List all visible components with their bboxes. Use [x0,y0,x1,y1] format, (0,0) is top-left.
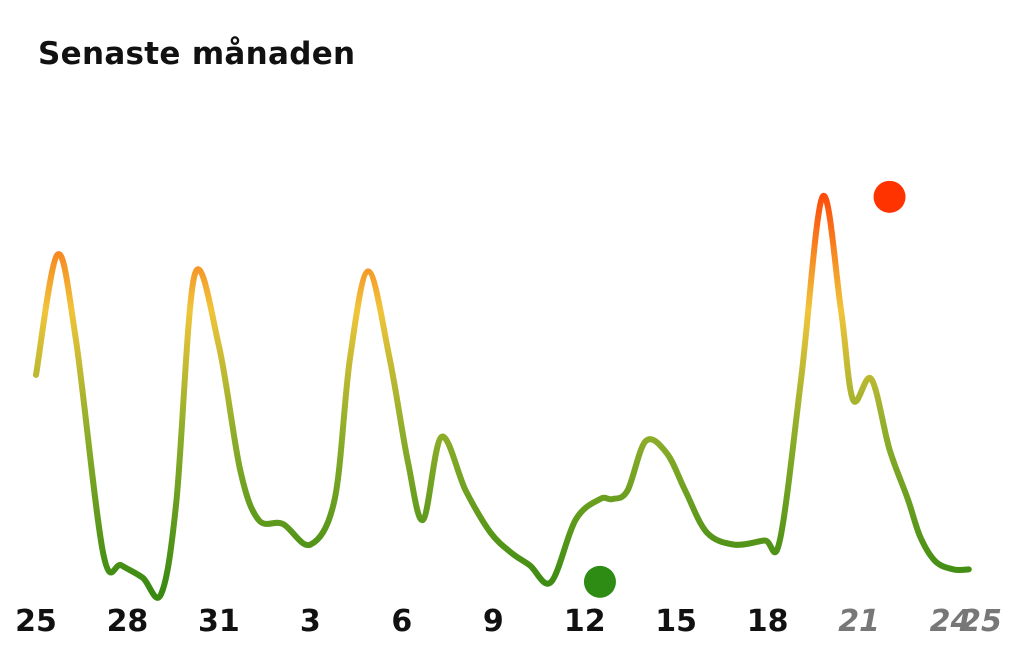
min-marker[interactable] [583,565,616,598]
x-tick-label: 31 [198,604,240,639]
x-tick-label: 21 [838,604,880,639]
x-tick-label: 3 [300,604,321,639]
max-marker[interactable] [873,180,906,213]
x-tick-label: 18 [747,604,789,639]
series-line [33,192,972,601]
x-tick-label: 25 [960,604,1002,639]
x-tick-label: 15 [655,604,697,639]
x-tick-label: 12 [564,604,606,639]
chart-title: Senaste månaden [38,36,356,72]
x-tick-label: 28 [107,604,149,639]
x-tick-label: 9 [483,604,504,639]
x-tick-label: 25 [15,604,57,639]
x-tick-label: 24 [930,604,972,639]
x-tick-label: 6 [391,604,412,639]
